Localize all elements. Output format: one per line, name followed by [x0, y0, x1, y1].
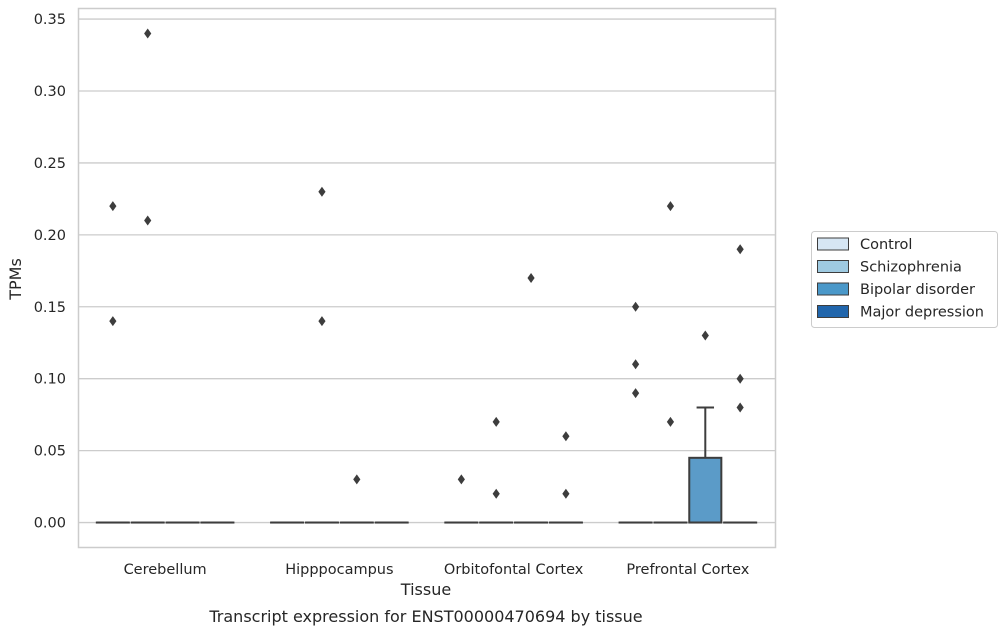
- outlier-point: [736, 373, 744, 384]
- y-tick-label: 0.10: [34, 372, 66, 388]
- outlier-point: [632, 359, 640, 370]
- legend-swatch: [817, 237, 849, 251]
- outlier-point: [109, 201, 117, 212]
- outlier-point: [492, 416, 500, 427]
- outlier-point: [318, 186, 326, 197]
- outlier-point: [666, 201, 675, 212]
- outlier-point: [632, 388, 640, 399]
- y-tick-label: 0.05: [34, 444, 66, 460]
- y-tick-label: 0.20: [34, 228, 66, 244]
- grid-lines: [78, 18, 775, 524]
- legend-label: Control: [860, 237, 912, 253]
- x-tick-label: Orbitofontal Cortex: [444, 562, 584, 578]
- legend-swatch: [817, 260, 849, 273]
- outlier-point: [318, 316, 326, 327]
- outlier-point: [109, 316, 117, 327]
- outlier-point: [144, 28, 152, 39]
- outlier-point: [562, 431, 570, 442]
- outlier-point: [457, 474, 465, 485]
- outlier-point: [492, 488, 500, 499]
- outlier-point: [527, 273, 535, 283]
- outlier-point: [666, 416, 675, 427]
- x-tick-label: Cerebellum: [124, 562, 207, 578]
- legend-label: Bipolar disorder: [860, 282, 975, 298]
- outlier-point: [562, 488, 570, 499]
- outlier-point: [736, 402, 744, 413]
- y-tick-label: 0.15: [34, 300, 66, 316]
- legend-swatch: [817, 282, 849, 296]
- outlier-point: [353, 474, 361, 485]
- outlier-point: [632, 301, 640, 312]
- y-tick-label: 0.25: [34, 156, 66, 172]
- chart-title: Transcript expression for ENST0000047069…: [208, 607, 642, 626]
- y-tick-label: 0.30: [34, 84, 66, 100]
- box-body: [688, 456, 723, 524]
- legend-swatch: [817, 305, 849, 318]
- plot-frame: [77, 7, 777, 549]
- x-axis-label: Tissue: [400, 580, 451, 599]
- legend: Control Schizophrenia Bipolar disorder Majo…: [811, 231, 998, 328]
- x-tick-label: Prefrontal Cortex: [626, 562, 749, 578]
- y-axis-ticks: 0.00 0.05 0.10 0.15 0.20 0.25 0.30 0.35: [34, 12, 66, 531]
- box-bipolar-disorder: [688, 406, 723, 524]
- outlier-point: [736, 244, 744, 255]
- legend-label: Schizophrenia: [860, 260, 962, 276]
- x-tick-label: Hipppocampus: [285, 562, 393, 578]
- legend-label: Major depression: [860, 305, 984, 321]
- y-tick-label: 0.00: [34, 516, 66, 532]
- x-axis-ticks: Cerebellum Hipppocampus Orbitofontal Corte…: [124, 562, 750, 578]
- box-plots: [95, 406, 758, 524]
- outlier-point: [701, 330, 709, 341]
- y-axis-label: TPMs: [6, 258, 25, 301]
- y-tick-label: 0.35: [34, 12, 66, 28]
- legend-frame: [811, 231, 998, 328]
- outlier-point: [144, 215, 152, 226]
- outlier-points: [109, 28, 744, 499]
